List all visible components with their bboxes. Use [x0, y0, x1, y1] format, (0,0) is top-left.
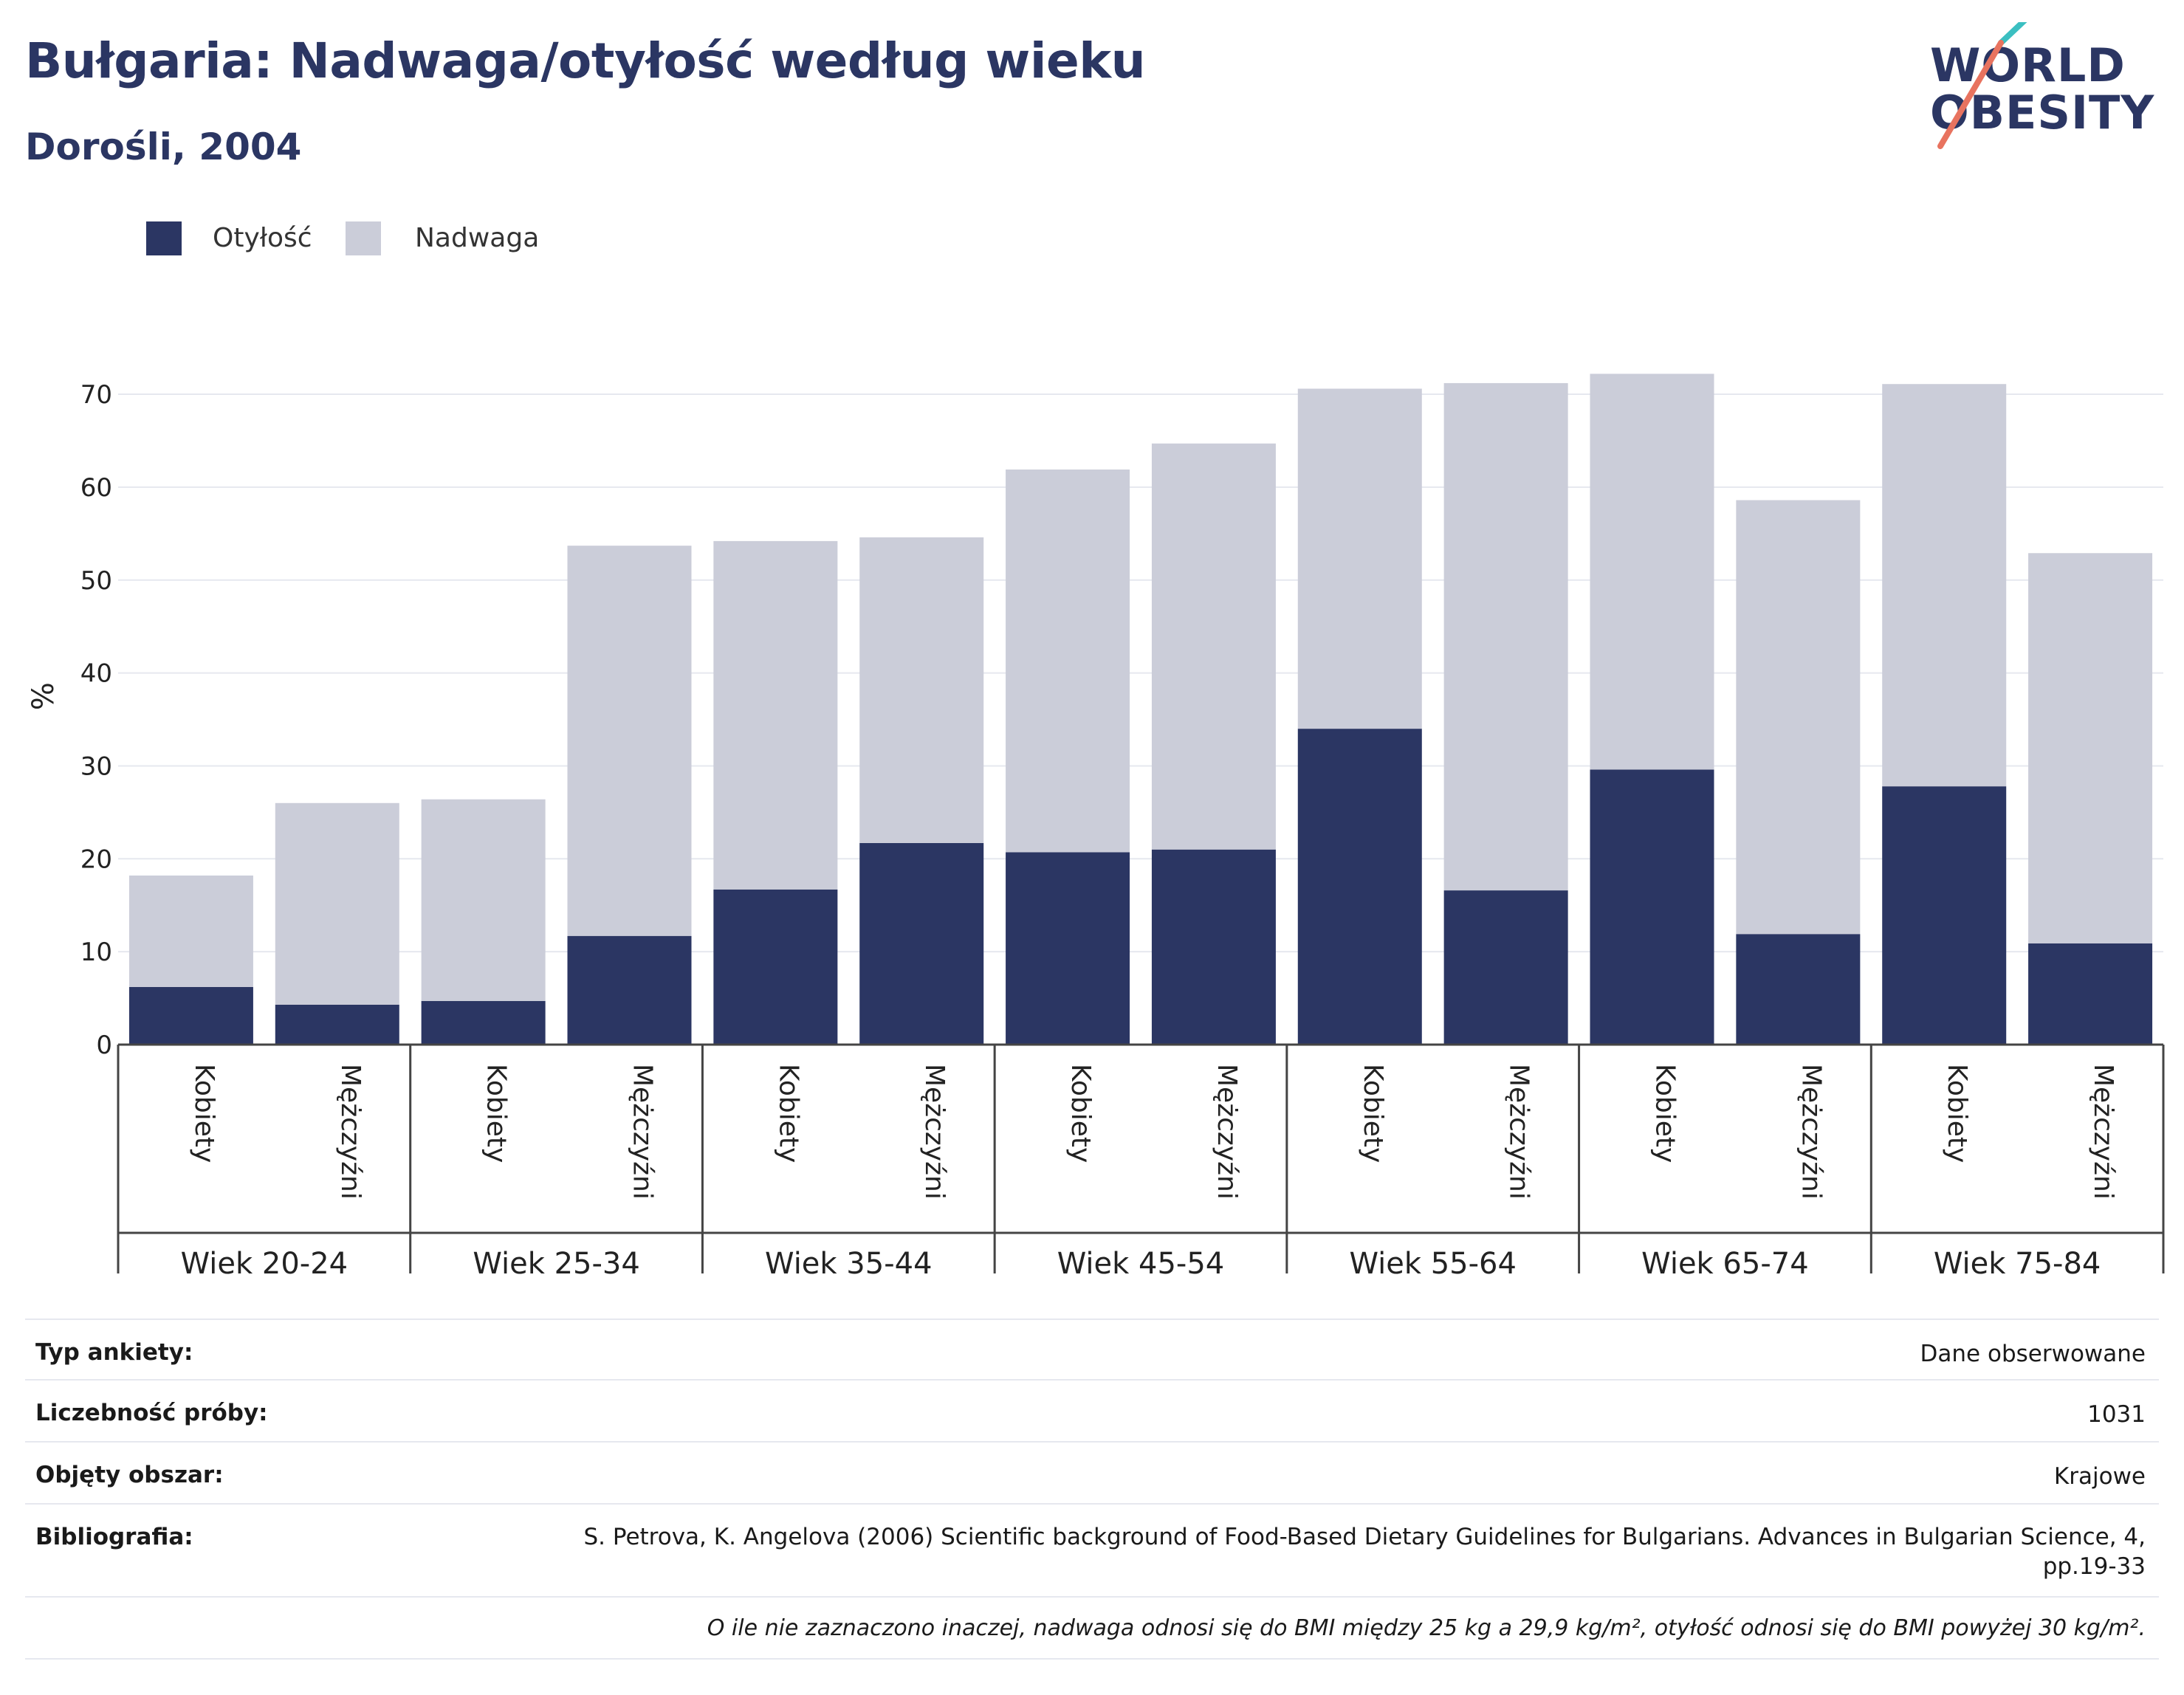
x-group-label: Wiek 20-24	[181, 1247, 348, 1281]
x-tick-label: Mężczyźni	[1212, 1064, 1242, 1200]
bar-overweight	[567, 546, 692, 936]
bar-chart: 0 10 20 30 40 50 60 70% Kobiety Mężczyźni Kobiety M…	[27, 374, 2165, 1281]
logo-line-1: WORLD	[1930, 38, 2126, 92]
meta-row-bibliography: Bibliografia: S. Petrova, K. Angelova (2…	[25, 1503, 2159, 1596]
y-tick-label: 70	[80, 380, 112, 410]
bar-overweight	[275, 802, 399, 1005]
chart-title: Bułgaria: Nadwaga/otyłość według wieku	[25, 32, 1146, 89]
x-tick-label: Kobiety	[1650, 1064, 1680, 1163]
meta-label-sample-size: Liczebność próby:	[35, 1400, 268, 1426]
bar-obesity	[1882, 786, 2007, 1045]
y-tick-label: 50	[80, 566, 112, 596]
bar-overweight	[1006, 469, 1130, 853]
bar-obesity	[713, 889, 838, 1045]
bar-overweight	[1443, 382, 1568, 891]
bar-overweight	[1590, 374, 1714, 770]
bar-overweight	[1151, 443, 1276, 850]
meta-value-sample-size: 1031	[2087, 1401, 2146, 1428]
meta-label-area: Objęty obszar:	[35, 1462, 224, 1488]
bar-obesity	[275, 1004, 399, 1045]
y-tick-label: 30	[80, 752, 112, 781]
bar-obesity	[567, 935, 692, 1045]
meta-row-sample-size: Liczebność próby: 1031	[25, 1379, 2159, 1441]
x-tick-label: Mężczyźni	[335, 1064, 365, 1200]
bar-obesity	[859, 842, 984, 1045]
bar-obesity	[1443, 890, 1568, 1045]
bar-obesity	[421, 1000, 546, 1045]
bar-overweight	[421, 799, 546, 1001]
x-group-label: Wiek 75-84	[1934, 1247, 2101, 1281]
legend-swatch-overweight	[346, 221, 381, 255]
x-tick-label: Kobiety	[1065, 1064, 1096, 1163]
x-tick-label: Kobiety	[189, 1064, 219, 1163]
meta-value-survey-type: Dane obserwowane	[1920, 1341, 2146, 1367]
bar-obesity	[1151, 849, 1276, 1045]
bar-obesity	[1736, 934, 1861, 1045]
x-tick-label: Mężczyźni	[2088, 1064, 2118, 1200]
meta-value-area: Krajowe	[2053, 1463, 2146, 1490]
bar-overweight	[1882, 384, 2007, 787]
bar-overweight	[859, 537, 984, 843]
bar-obesity	[128, 986, 253, 1045]
x-tick-label: Mężczyźni	[628, 1064, 658, 1200]
chart-subtitle: Dorośli, 2004	[25, 126, 302, 168]
x-tick-label: Mężczyźni	[1796, 1064, 1826, 1200]
y-tick-label: 20	[80, 845, 112, 874]
meta-value-bibliography: S. Petrova, K. Angelova (2006) Scientifi…	[583, 1524, 2146, 1581]
x-tick-label: Kobiety	[481, 1064, 512, 1163]
x-tick-label: Kobiety	[1358, 1064, 1388, 1163]
x-group-label: Wiek 65-74	[1641, 1247, 1809, 1281]
bar-overweight	[128, 875, 253, 987]
meta-row-survey-type: Typ ankiety: Dane obserwowane	[25, 1318, 2159, 1379]
y-axis-label: %	[27, 682, 61, 710]
x-group-label: Wiek 25-34	[473, 1247, 640, 1281]
meta-row-area: Objęty obszar: Krajowe	[25, 1441, 2159, 1503]
meta-row-note: O ile nie zaznaczono inaczej, nadwaga od…	[25, 1596, 2159, 1660]
legend-swatch-obesity	[146, 221, 182, 255]
x-tick-label: Kobiety	[1942, 1064, 1972, 1163]
legend-label-overweight: Nadwaga	[415, 223, 540, 253]
meta-note: O ile nie zaznaczono inaczej, nadwaga od…	[707, 1615, 2146, 1641]
y-tick-label: 40	[80, 659, 112, 689]
x-group-label: Wiek 35-44	[765, 1247, 933, 1281]
bar-obesity	[1006, 852, 1130, 1045]
meta-label-bibliography: Bibliografia:	[35, 1524, 193, 1550]
bar-overweight	[2028, 553, 2153, 943]
logo-slash-icon	[1937, 22, 2027, 149]
x-group-label: Wiek 45-54	[1057, 1247, 1225, 1281]
bar-obesity	[1590, 769, 1714, 1045]
x-tick-label: Kobiety	[773, 1064, 803, 1163]
bar-obesity	[2028, 943, 2153, 1045]
legend-label-obesity: Otyłość	[213, 223, 312, 253]
x-group-label: Wiek 55-64	[1349, 1247, 1517, 1281]
y-tick-label: 60	[80, 473, 112, 503]
x-tick-label: Mężczyźni	[1504, 1064, 1534, 1200]
bar-obesity	[1297, 729, 1422, 1045]
y-tick-label: 0	[96, 1031, 112, 1060]
bar-overweight	[1297, 388, 1422, 729]
meta-label-survey-type: Typ ankiety:	[35, 1339, 193, 1366]
x-tick-label: Mężczyźni	[919, 1064, 950, 1200]
bar-overweight	[713, 540, 838, 890]
bar-overweight	[1736, 500, 1861, 935]
world-obesity-logo: WORLD OBESITY	[1920, 22, 2171, 162]
y-tick-label: 10	[80, 938, 112, 967]
metadata-table: Typ ankiety: Dane obserwowane Liczebność…	[25, 1318, 2159, 1660]
